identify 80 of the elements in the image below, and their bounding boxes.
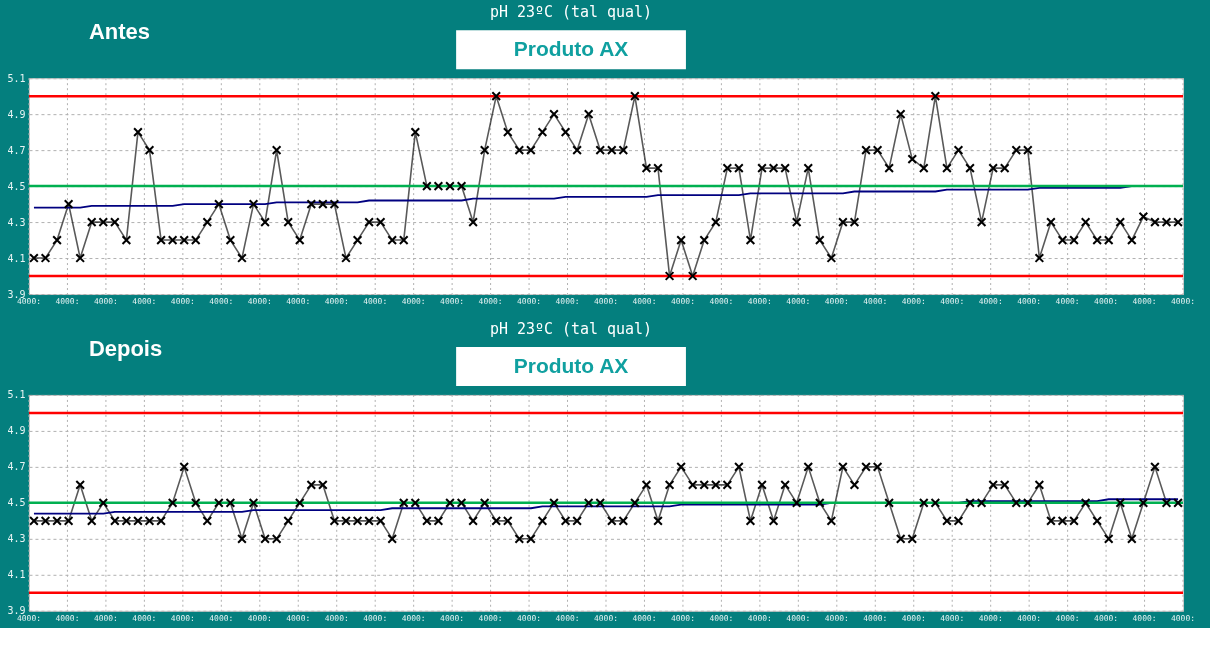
text: 4000: [786,297,811,307]
text: 4000: [440,613,465,623]
text: 4000: [324,297,349,307]
text: 4000: [478,613,503,623]
text: 4000: [209,297,234,307]
text: 4000: [209,613,234,623]
y-tick-label: 4.9 [7,108,26,120]
y-tick-label: 4.7 [7,461,26,473]
text: 4000: [593,613,619,623]
y-tick-label: 5.1 [7,72,26,84]
text: 4000: [286,613,311,623]
text: 4000: [440,297,465,307]
text: 4000: [1017,613,1042,623]
text: 4000: [863,613,888,623]
text: 4000: [632,613,657,623]
text: 4000: [670,297,695,307]
text: 4000: [16,613,41,623]
y-tick-label: 4.9 [7,425,26,437]
text: 4000: [1132,297,1157,307]
text: 4000: [324,613,349,623]
text: 4000: [363,297,388,307]
y-tick-label: 4.5 [7,180,26,192]
text: 4000: [132,613,157,623]
text: 4000: [1094,613,1119,623]
text: 4000: [824,297,849,307]
text: 4000: [363,613,388,623]
text: 4000: [247,613,272,623]
y-tick-label: 5.1 [7,389,26,401]
text: 4000: [517,297,542,307]
text: 4000: [517,613,542,623]
text: 4000: [593,297,619,307]
text: 4000: [1171,613,1196,623]
text: 4000: [1094,297,1119,307]
y-tick-label: 4.1 [7,252,26,264]
chart-title: pH 23ºC (tal qual) [489,3,653,22]
text: 4000: [286,297,311,307]
text: 4000: [16,297,41,307]
text: 4000: [901,297,926,307]
text: 4000: [401,297,426,307]
text: 4000: [478,297,503,307]
y-tick-label: 4.5 [7,497,26,509]
text: 4000: [1055,613,1080,623]
text: 4000: [747,297,772,307]
text: 4000: [401,613,426,623]
text: Antes [88,19,150,45]
text: 4000: [132,297,157,307]
text: 4000: [632,297,657,307]
text: 4000: [940,297,965,307]
text: 4000: [747,613,772,623]
chart-subtitle: Produto AX [513,353,629,377]
text: 4000: [93,613,118,623]
text: 4000: [247,297,272,307]
text: 4000: [93,297,118,307]
text: 4000: [55,613,80,623]
text: 4000: [670,613,695,623]
y-tick-label: 4.3 [7,533,26,545]
text: Depois [88,335,163,361]
text: 4000: [55,297,80,307]
text: 4000: [1017,297,1042,307]
text: 4000: [555,297,580,307]
chart-title: pH 23ºC (tal qual) [489,319,653,338]
y-tick-label: 4.3 [7,216,26,228]
y-tick-label: 4.7 [7,144,26,156]
chart-subtitle: Produto AX [513,37,629,61]
text: 4000: [709,297,734,307]
text: 4000: [170,297,195,307]
text: 4000: [1055,297,1080,307]
text: 4000: [1171,297,1196,307]
text: 4000: [978,297,1003,307]
text: 4000: [901,613,926,623]
text: 4000: [1132,613,1157,623]
text: 4000: [555,613,580,623]
text: 4000: [170,613,195,623]
text: 4000: [978,613,1003,623]
text: 4000: [786,613,811,623]
y-tick-label: 4.1 [7,569,26,581]
text: 4000: [940,613,965,623]
text: 4000: [863,297,888,307]
text: 4000: [709,613,734,623]
text: 4000: [824,613,849,623]
